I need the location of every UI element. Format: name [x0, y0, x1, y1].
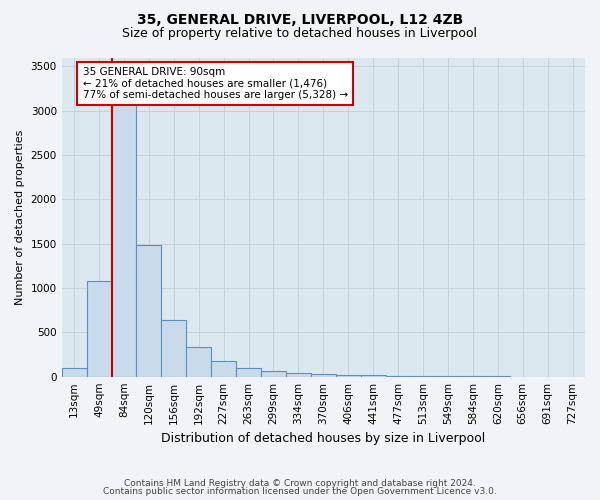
- Text: 35, GENERAL DRIVE, LIVERPOOL, L12 4ZB: 35, GENERAL DRIVE, LIVERPOOL, L12 4ZB: [137, 12, 463, 26]
- Text: Contains public sector information licensed under the Open Government Licence v3: Contains public sector information licen…: [103, 487, 497, 496]
- Bar: [261, 372, 286, 376]
- Text: Size of property relative to detached houses in Liverpool: Size of property relative to detached ho…: [122, 28, 478, 40]
- Text: 35 GENERAL DRIVE: 90sqm
← 21% of detached houses are smaller (1,476)
77% of semi: 35 GENERAL DRIVE: 90sqm ← 21% of detache…: [83, 67, 348, 100]
- Bar: [86, 281, 112, 376]
- Bar: [286, 372, 311, 376]
- X-axis label: Distribution of detached houses by size in Liverpool: Distribution of detached houses by size …: [161, 432, 485, 445]
- Bar: [62, 368, 86, 376]
- Bar: [336, 375, 361, 376]
- Y-axis label: Number of detached properties: Number of detached properties: [15, 130, 25, 305]
- Bar: [236, 368, 261, 376]
- Bar: [136, 246, 161, 376]
- Bar: [161, 320, 186, 376]
- Text: Contains HM Land Registry data © Crown copyright and database right 2024.: Contains HM Land Registry data © Crown c…: [124, 478, 476, 488]
- Bar: [211, 361, 236, 376]
- Bar: [186, 348, 211, 376]
- Bar: [112, 72, 136, 376]
- Bar: [311, 374, 336, 376]
